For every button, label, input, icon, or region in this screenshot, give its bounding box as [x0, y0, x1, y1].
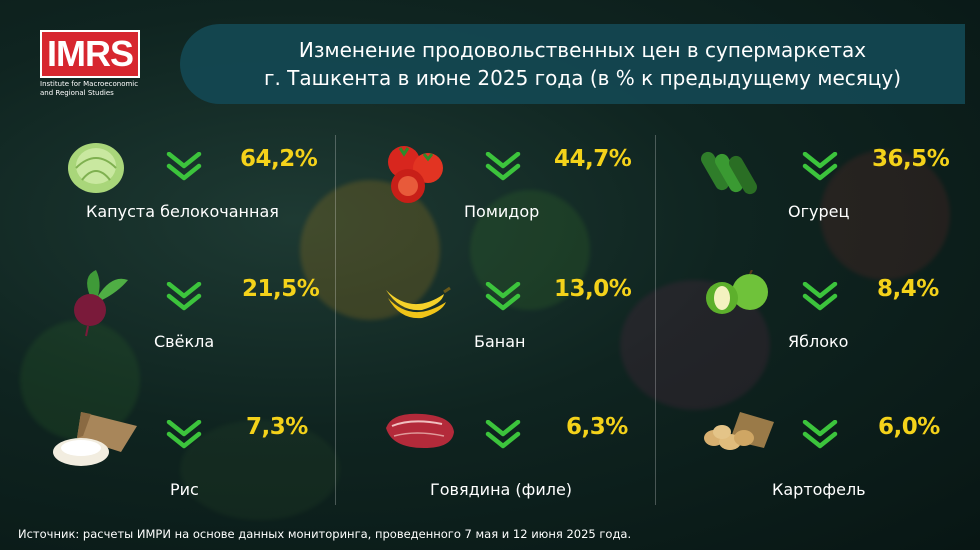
price-item-rice: 7,3% Рис [50, 408, 350, 538]
title-banner: Изменение продовольственных цен в суперм… [180, 24, 965, 104]
background-decoration [300, 180, 440, 320]
down-arrow-icon [485, 152, 521, 182]
price-change: 44,7% [554, 146, 632, 172]
rice-icon [53, 412, 137, 466]
price-change: 7,3% [246, 414, 308, 440]
imrs-logo: IMRS Institute for Macroeconomic and Reg… [40, 30, 142, 110]
product-name: Капуста белокочанная [86, 202, 279, 221]
product-name: Рис [170, 480, 199, 499]
price-change: 13,0% [554, 276, 632, 302]
product-name: Свёкла [154, 332, 215, 351]
price-change: 21,5% [242, 276, 320, 302]
source-note: Источник: расчеты ИМРИ на основе данных … [18, 527, 632, 541]
price-change: 6,3% [566, 414, 628, 440]
price-item-tomato: 44,7% Помидор [382, 140, 682, 270]
logo-subtitle: Institute for Macroeconomic and Regional… [40, 80, 139, 97]
beet-icon [74, 270, 128, 337]
down-arrow-icon [485, 420, 521, 450]
price-change: 8,4% [877, 276, 939, 302]
price-item-banana: 13,0% Банан [382, 270, 682, 400]
cucumber-icon [701, 151, 757, 195]
price-item-cabbage: 64,2% Капуста белокочанная [62, 140, 362, 270]
page-title-line1: Изменение продовольственных цен в суперм… [298, 38, 867, 62]
price-change: 64,2% [240, 146, 318, 172]
apple-icon [706, 270, 768, 314]
product-name: Помидор [464, 202, 540, 221]
price-item-cucumber: 36,5% Огурец [700, 140, 980, 270]
product-name: Огурец [788, 202, 850, 221]
down-arrow-icon [166, 420, 202, 450]
banana-icon [386, 286, 451, 319]
logo-text: IMRS [40, 30, 140, 78]
product-name: Яблоко [788, 332, 849, 351]
potato-icon [704, 412, 774, 450]
column-divider [335, 135, 336, 505]
beef-icon [386, 413, 454, 448]
column-divider [655, 135, 656, 505]
page-title-line2: г. Ташкента в июне 2025 года (в % к пред… [263, 66, 902, 90]
price-item-potato: 6,0% Картофель [700, 408, 980, 538]
background-decoration [820, 150, 950, 280]
background-decoration [470, 190, 590, 310]
price-item-beef: 6,3% Говядина (филе) [382, 408, 682, 538]
down-arrow-icon [802, 152, 838, 182]
down-arrow-icon [802, 420, 838, 450]
product-name: Банан [474, 332, 526, 351]
price-change: 6,0% [878, 414, 940, 440]
tomato-icon [388, 146, 443, 203]
down-arrow-icon [802, 282, 838, 312]
down-arrow-icon [485, 282, 521, 312]
price-item-apple: 8,4% Яблоко [700, 270, 980, 400]
product-name: Говядина (филе) [430, 480, 573, 499]
background-decoration [180, 420, 340, 520]
price-item-beet: 21,5% Свёкла [62, 270, 362, 400]
price-change: 36,5% [872, 146, 950, 172]
product-name: Картофель [772, 480, 866, 499]
down-arrow-icon [166, 282, 202, 312]
down-arrow-icon [166, 152, 202, 182]
cabbage-icon [68, 143, 124, 193]
